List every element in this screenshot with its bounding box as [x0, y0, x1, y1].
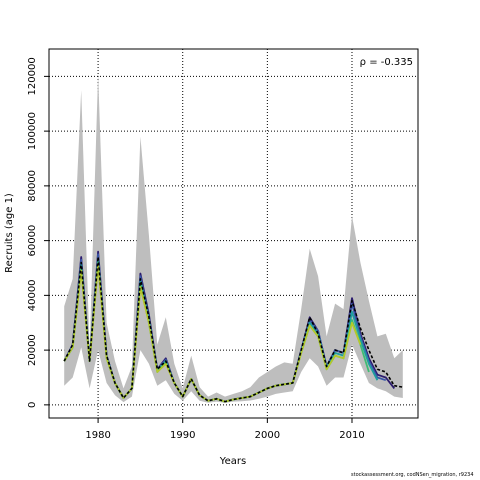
y-tick-label: 120000 [27, 57, 38, 95]
x-axis-label: Years [219, 456, 246, 467]
y-tick-label: 20000 [27, 334, 38, 366]
x-tick-label: 2000 [255, 430, 280, 441]
x-axis: 1980 1990 2000 2010 [85, 418, 365, 441]
y-axis-label: Recruits (age 1) [4, 193, 15, 273]
series-line-6 [63, 256, 403, 403]
x-tick-label: 1980 [85, 430, 110, 441]
series-group [63, 250, 403, 403]
y-tick-label: 60000 [27, 225, 38, 257]
x-tick-label: 2010 [339, 430, 364, 441]
y-tick-label: 100000 [27, 112, 38, 150]
plot-frame [48, 48, 419, 419]
correlation-annotation: ρ = -0.335 [360, 57, 413, 68]
footer-text: stockassessment.org, codNSen_migration, … [351, 472, 474, 478]
y-tick-label: 40000 [27, 279, 38, 311]
y-tick-label: 0 [27, 402, 38, 408]
y-tick-label: 80000 [27, 170, 38, 202]
y-axis: 0 20000 40000 60000 80000 100000 120000 [27, 57, 49, 408]
x-tick-label: 1990 [170, 430, 195, 441]
